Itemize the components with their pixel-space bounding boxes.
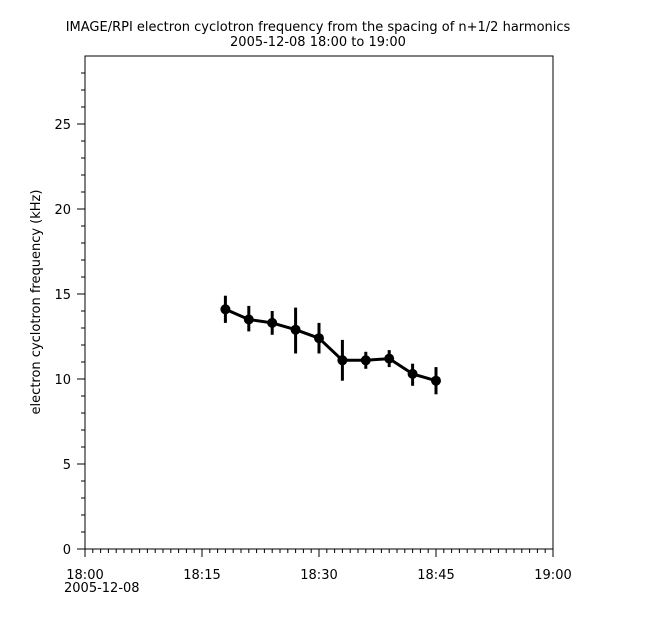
data-point: [314, 333, 324, 344]
data-point: [384, 353, 395, 364]
x-tick-label: 19:00: [534, 568, 571, 583]
x-tick-label: 18:00: [66, 568, 103, 583]
x-tick-label: 18:45: [417, 568, 454, 583]
y-axis-label: electron cyclotron frequency (kHz): [29, 190, 44, 415]
data-point: [337, 355, 348, 366]
data-point: [220, 304, 231, 315]
chart-subtitle: 2005-12-08 18:00 to 19:00: [230, 35, 406, 50]
x-axis-date-label: 2005-12-08: [64, 581, 140, 596]
y-tick-label: 5: [63, 458, 71, 473]
x-tick-label: 18:15: [183, 568, 220, 583]
plot-frame: [84, 55, 554, 550]
series-line: [224, 307, 437, 383]
y-tick-label: 15: [54, 288, 71, 303]
data-point: [243, 314, 254, 325]
data-point: [407, 368, 418, 379]
y-tick-label: 10: [54, 373, 71, 388]
chart-title: IMAGE/RPI electron cyclotron frequency f…: [66, 20, 571, 35]
y-tick-label: 25: [54, 118, 71, 133]
data-point: [290, 324, 301, 335]
data-series: [220, 295, 441, 395]
data-point: [360, 355, 371, 366]
y-tick-label: 0: [63, 543, 71, 558]
data-point: [431, 375, 441, 386]
data-point: [267, 317, 278, 328]
x-tick-label: 18:30: [300, 568, 337, 583]
y-axis: 0 5 10 15 20 25: [54, 72, 85, 558]
y-tick-label: 20: [54, 203, 71, 218]
x-axis: 18:00 18:15 18:30 18:45 19:00: [66, 549, 572, 583]
